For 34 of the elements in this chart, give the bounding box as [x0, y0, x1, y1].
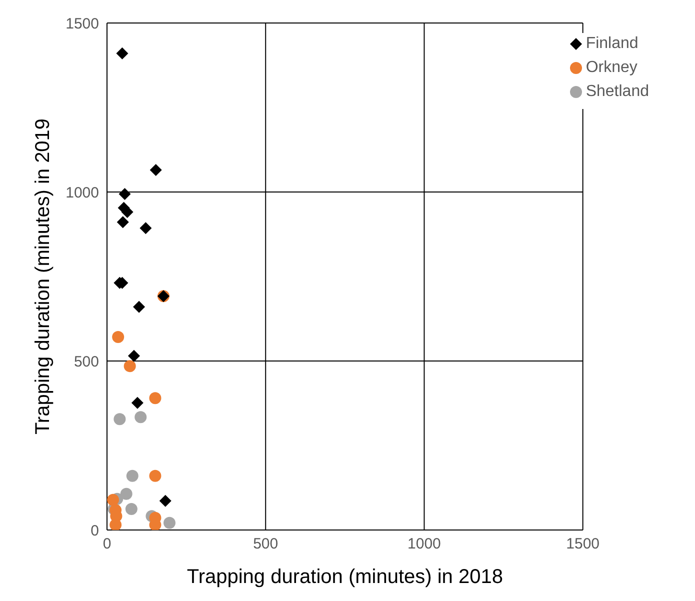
legend-label: Finland [586, 35, 638, 53]
x-tick-label: 500 [253, 536, 278, 553]
y-tick-label: 500 [74, 353, 99, 370]
point [125, 503, 138, 516]
y-axis-title: Trapping duration (minutes) in 2019 [32, 118, 54, 435]
point [128, 350, 140, 362]
point [112, 331, 124, 343]
point [140, 222, 152, 234]
point [116, 47, 128, 60]
y-tick-label: 0 [90, 522, 99, 540]
point [116, 216, 129, 228]
point [149, 470, 162, 482]
point [126, 470, 138, 482]
x-tick-label: 0 [102, 536, 112, 553]
x-axis-title: Trapping duration (minutes) in 2018 [186, 566, 503, 588]
point [118, 188, 131, 200]
x-tick-label: 1000 [408, 536, 441, 553]
point [159, 494, 172, 507]
point [149, 392, 162, 404]
point [134, 411, 147, 424]
point [124, 360, 136, 372]
x-tick-label: 1500 [566, 536, 600, 553]
legend-label: Shetland [586, 83, 649, 101]
legend-label: Orkney [586, 59, 638, 77]
point [150, 164, 162, 176]
point [120, 488, 132, 500]
point [110, 518, 122, 530]
point [107, 494, 120, 506]
point [133, 300, 146, 313]
point [163, 516, 176, 529]
point [114, 413, 126, 426]
y-tick-label: 1500 [66, 15, 99, 32]
point [131, 396, 144, 409]
y-tick-label: 1000 [66, 184, 99, 202]
